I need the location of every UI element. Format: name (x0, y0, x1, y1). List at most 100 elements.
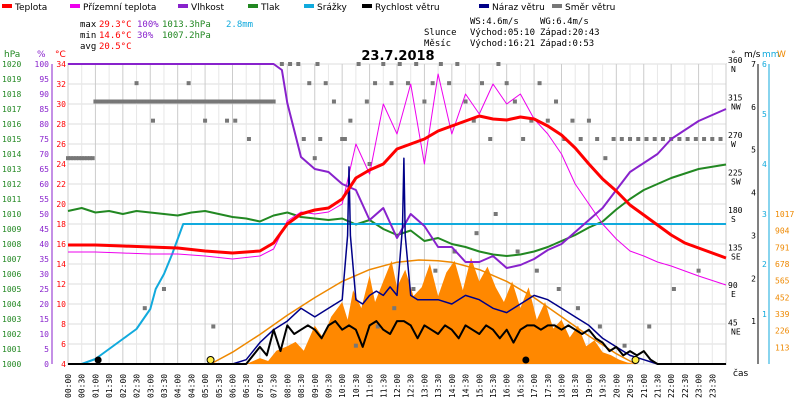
pressure-tick: 1001 (2, 345, 21, 354)
wind-direction-point (109, 99, 114, 104)
pressure-tick: 1004 (2, 300, 21, 309)
wind-direction-point (156, 99, 161, 104)
wind-direction-point (85, 156, 90, 161)
wind-direction-point (392, 306, 397, 311)
humidity-tick: 75 (39, 135, 49, 144)
humidity-tick: 40 (39, 240, 49, 249)
wind-direction-point (718, 137, 723, 141)
x-tick-label: 09:30 (324, 374, 333, 398)
legend-label: Tlak (260, 3, 281, 13)
wind-direction-compass: S (731, 215, 736, 224)
x-tick-label: 15:00 (475, 374, 484, 398)
wind-direction-point (129, 99, 134, 104)
chart-title: 23.7.2018 (361, 49, 434, 64)
wind-direction-point (671, 287, 676, 291)
pressure-tick: 1002 (2, 330, 21, 339)
moonrise: Východ:16:21 (470, 39, 535, 49)
wind-speed-tick: 5 (751, 146, 756, 155)
wind-direction-point (246, 99, 251, 104)
temperature-tick: 12 (56, 280, 66, 289)
wind-direction-compass: W (731, 140, 736, 149)
x-tick-label: 02:30 (133, 374, 142, 398)
x-tick-label: 13:30 (434, 374, 443, 398)
x-tick-label: 02:00 (119, 374, 128, 398)
info-block: WS:4.6m/s WG:6.4m/s Slunce Východ:05:10 … (424, 17, 600, 49)
wind-direction-point (233, 99, 238, 104)
wind-direction-point (636, 137, 641, 141)
x-tick-label: 19:00 (585, 374, 594, 398)
x-axis-label: čas (733, 368, 748, 379)
radiation-unit: W (777, 50, 786, 60)
wind-direction-point (142, 99, 147, 104)
wind-direction-point (367, 162, 372, 166)
wind-direction-point (134, 99, 139, 104)
wind-direction-point (131, 99, 136, 104)
wind-direction-point (161, 99, 166, 104)
wind-direction-point (271, 99, 276, 104)
x-tick-label: 09:00 (311, 374, 320, 398)
legend-swatch (304, 4, 314, 8)
humidity-tick: 55 (39, 195, 49, 204)
wind-direction-point (529, 118, 534, 123)
wind-direction-point (693, 137, 698, 141)
wind-direction-point (123, 99, 128, 104)
wind-direction-point (79, 156, 84, 161)
wind-direction-point (189, 99, 194, 104)
wind-speed-tick: 7 (751, 60, 756, 69)
wind-direction-point (249, 99, 254, 104)
humidity-tick: 90 (39, 90, 49, 99)
wind-direction-point (244, 99, 249, 104)
wind-direction-point (474, 231, 479, 236)
min-pressure: 1007.2hPa (162, 31, 211, 41)
x-tick-label: 06:00 (229, 374, 238, 398)
humidity-tick: 50 (39, 210, 49, 219)
sun-label: Slunce (424, 28, 457, 38)
temperature-tick: 18 (56, 220, 66, 229)
wind-direction-tick: 90 (728, 281, 738, 290)
radiation-tick: 565 (775, 277, 790, 286)
radiation-tick: 339 (775, 310, 790, 319)
x-tick-label: 15:30 (489, 374, 498, 398)
wind-direction-point (140, 99, 145, 104)
temperature-unit: °C (55, 50, 66, 60)
wind-direction-point (348, 118, 353, 123)
x-tick-label: 16:00 (503, 374, 512, 398)
radiation-tick: 678 (775, 260, 790, 269)
wind-direction-point (194, 99, 199, 104)
x-tick-label: 08:30 (297, 374, 306, 398)
stats-block: max 29.3°C 100% 1013.3hPa 2.8mm min 14.6… (80, 20, 253, 52)
temperature-tick: 14 (56, 260, 66, 269)
legend-label: Přízemní teplota (83, 3, 156, 13)
x-tick-label: 07:00 (256, 374, 265, 398)
wind-direction-point (628, 137, 633, 141)
x-tick-label: 18:30 (571, 374, 580, 398)
x-tick-label: 04:30 (187, 374, 196, 398)
wind-speed-info: WS:4.6m/s (470, 17, 519, 27)
wind-direction-point (172, 99, 177, 104)
wind-direction-point (493, 212, 498, 216)
radiation-tick: 791 (775, 243, 790, 252)
x-tick-label: 23:00 (695, 374, 704, 398)
wind-direction-point (120, 99, 125, 104)
humidity-unit: % (37, 50, 46, 60)
pressure-tick: 1015 (2, 135, 21, 144)
x-tick-label: 06:30 (242, 374, 251, 398)
x-tick-label: 18:00 (558, 374, 567, 398)
x-tick-label: 01:30 (105, 374, 114, 398)
wind-direction-point (318, 137, 323, 141)
wind-direction-point (323, 81, 328, 86)
pressure-tick: 1006 (2, 270, 21, 279)
wind-direction-point (216, 99, 221, 104)
wind-direction-point (471, 118, 476, 123)
wind-direction-tick: 360 (728, 56, 743, 65)
pressure-tick: 1016 (2, 120, 21, 129)
min-humidity: 30% (137, 31, 154, 41)
x-tick-label: 17:30 (544, 374, 553, 398)
wind-direction-point (241, 99, 246, 104)
wind-direction-point (71, 156, 76, 161)
x-tick-label: 01:00 (91, 374, 100, 398)
wind-direction-point (315, 62, 320, 66)
wind-direction-tick: 45 (728, 319, 738, 328)
wind-direction-point (159, 99, 164, 104)
x-tick-label: 10:30 (352, 374, 361, 398)
